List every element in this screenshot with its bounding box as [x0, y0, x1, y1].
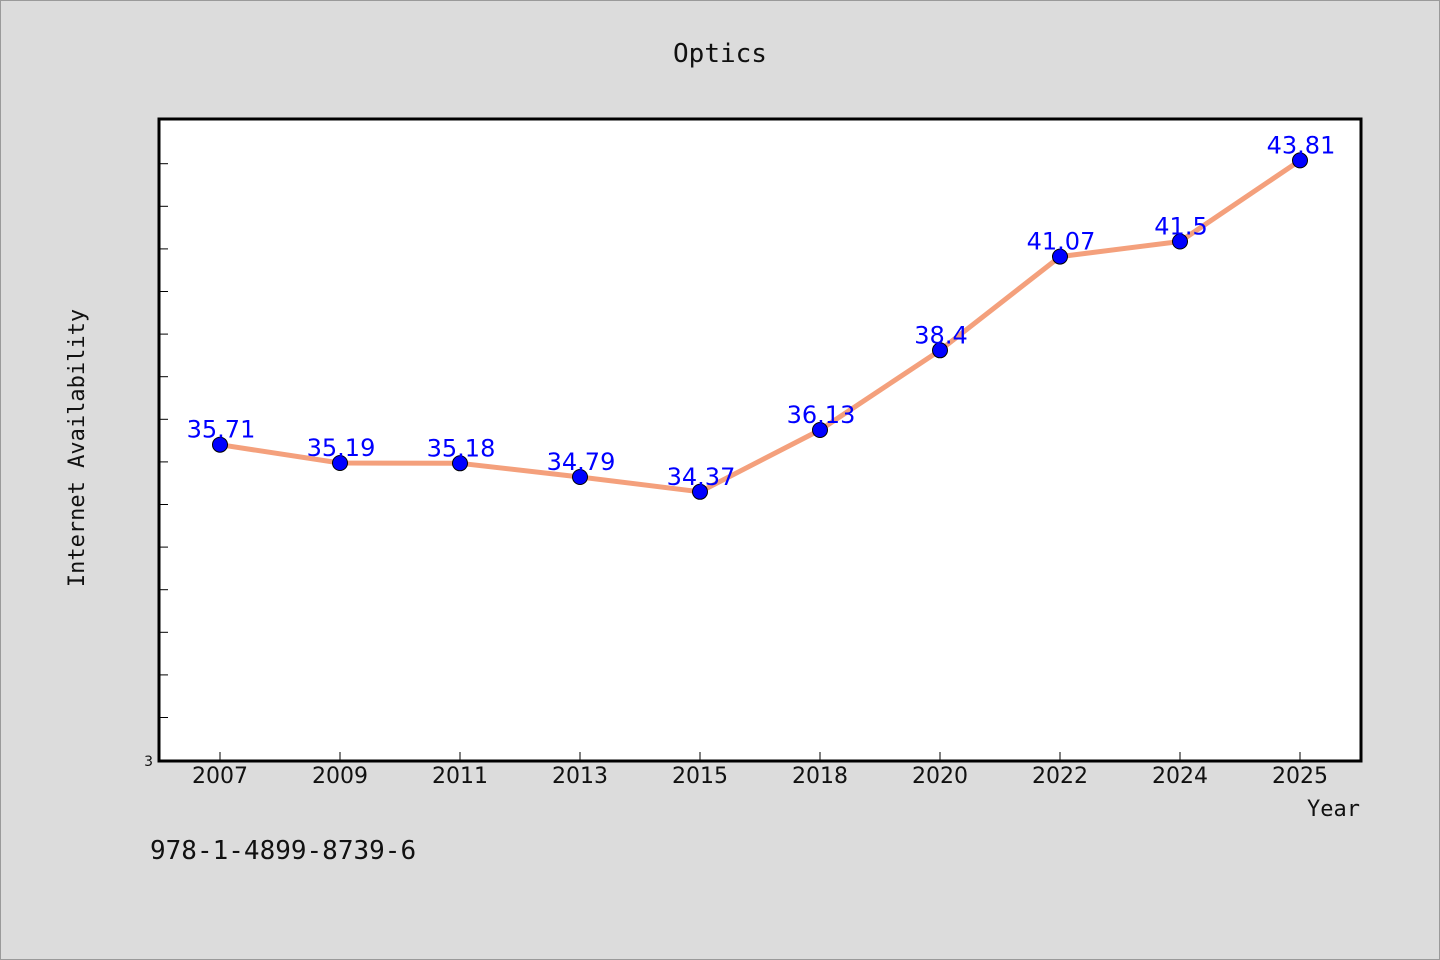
data-labels: 35.71 35.19 35.18 34.79 34.37 36.13 38.4 41.07 4…	[187, 131, 1336, 490]
data-label: 35.18	[427, 434, 496, 462]
chart-title: Optics	[673, 39, 767, 69]
data-point	[1172, 233, 1188, 250]
y-axis-label: Internet Availability	[65, 309, 90, 587]
data-point	[1292, 152, 1308, 169]
x-tick-label: 2015	[672, 764, 728, 789]
x-tick-label: 2020	[912, 764, 968, 789]
data-label: 36.13	[787, 401, 856, 429]
x-tick-label: 2007	[192, 764, 248, 789]
x-tick-label: 2024	[1152, 764, 1208, 789]
data-label: 43.81	[1267, 131, 1336, 159]
series-markers	[212, 152, 1308, 500]
x-tick-label: 2022	[1032, 764, 1088, 789]
x-tick-label: 2009	[312, 764, 368, 789]
x-tick-label: 2013	[552, 764, 608, 789]
data-point	[692, 483, 708, 500]
y-axis-ticks	[159, 163, 168, 718]
data-label: 34.79	[547, 448, 616, 476]
y-tick-label: 3	[144, 754, 153, 770]
plot-area	[157, 117, 1363, 763]
series-line	[217, 157, 1303, 495]
data-label: 34.37	[667, 463, 736, 491]
data-label: 38.4	[914, 321, 967, 349]
x-tick-label: 2018	[792, 764, 848, 789]
isbn-text: 978-1-4899-8739-6	[150, 836, 417, 866]
data-point	[452, 455, 468, 472]
data-label: 35.71	[187, 416, 256, 444]
data-label: 41.07	[1027, 228, 1096, 256]
x-axis-ticks: 2007 2009 2011 2013 2015 2018 2020 2022 2024 2025	[192, 752, 1328, 789]
x-axis-label: Year	[1307, 797, 1360, 822]
x-tick-label: 2011	[432, 764, 488, 789]
data-label: 35.19	[307, 434, 376, 462]
data-point	[1052, 248, 1068, 265]
data-point	[932, 342, 948, 359]
data-point	[572, 469, 588, 485]
x-tick-label: 2025	[1272, 764, 1328, 789]
data-point	[812, 422, 828, 438]
data-point	[332, 455, 348, 471]
data-label: 41.5	[1154, 213, 1207, 241]
data-point	[212, 436, 228, 453]
